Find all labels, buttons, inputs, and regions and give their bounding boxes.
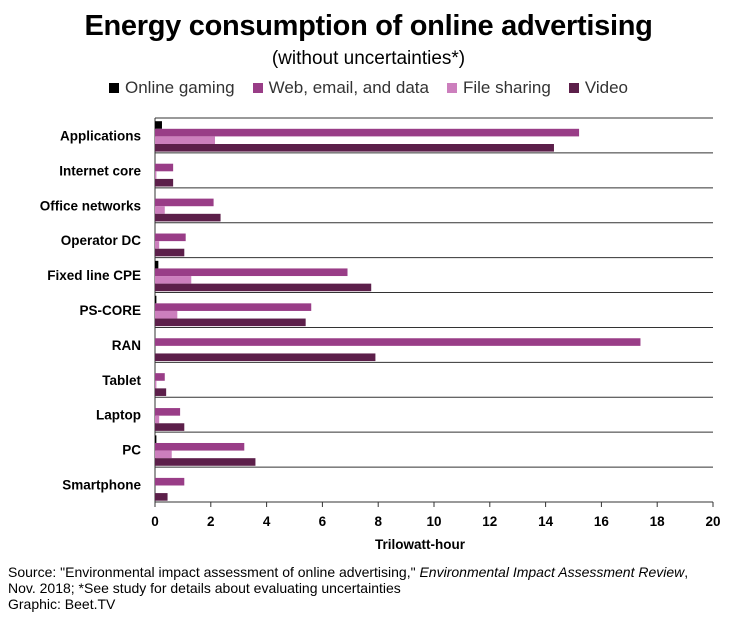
bar-video bbox=[155, 388, 167, 396]
x-tick-label: 16 bbox=[594, 514, 610, 529]
bar-web-email-and-data bbox=[155, 128, 580, 137]
bar-web-email-and-data bbox=[155, 233, 186, 242]
y-tick-label: Office networks bbox=[40, 198, 141, 213]
chart-subtitle: (without uncertainties*) bbox=[271, 48, 466, 69]
legend-item-online-gaming: Online gaming bbox=[108, 78, 235, 98]
bar-online-gaming bbox=[155, 295, 157, 304]
source-line-1: Source: "Environmental impact assessment… bbox=[8, 564, 733, 580]
y-tick-label: Internet core bbox=[59, 163, 141, 178]
bar-file-sharing bbox=[155, 380, 157, 389]
bar-web-email-and-data bbox=[155, 408, 181, 416]
bar-video bbox=[155, 423, 185, 431]
bar-video bbox=[155, 493, 168, 501]
y-tick-label: RAN bbox=[112, 338, 141, 353]
x-tick-label: 20 bbox=[705, 514, 720, 529]
bar-file-sharing bbox=[155, 415, 160, 424]
bar-web-email-and-data bbox=[155, 303, 312, 311]
legend-item-video: Video bbox=[568, 78, 629, 98]
bar-file-sharing bbox=[155, 276, 192, 284]
bar-video bbox=[155, 318, 306, 327]
bar-web-email-and-data bbox=[155, 442, 245, 451]
x-tick-label: 10 bbox=[426, 514, 441, 529]
legend-item-file-sharing: File sharing bbox=[446, 78, 551, 98]
legend-item-web-email-data: Web, email, and data bbox=[252, 78, 429, 98]
y-tick-label: Tablet bbox=[102, 373, 141, 388]
y-tick-label: Laptop bbox=[96, 408, 141, 423]
bar-web-email-and-data bbox=[155, 268, 348, 277]
legend-label-video: Video bbox=[584, 78, 629, 97]
bar-web-email-and-data bbox=[155, 373, 165, 381]
legend-label-web-email-data: Web, email, and data bbox=[268, 78, 429, 97]
x-tick-label: 4 bbox=[263, 514, 271, 529]
bar-video bbox=[155, 213, 221, 222]
bar-video bbox=[155, 248, 185, 257]
x-tick-label: 8 bbox=[374, 514, 382, 529]
bar-video bbox=[155, 458, 256, 466]
x-tick-label: 6 bbox=[319, 514, 327, 529]
bar-file-sharing bbox=[155, 206, 165, 214]
x-tick-label: 0 bbox=[151, 514, 159, 529]
bar-web-email-and-data bbox=[155, 477, 185, 486]
bar-file-sharing bbox=[155, 310, 178, 319]
y-tick-label: PC bbox=[122, 443, 141, 458]
bar-online-gaming bbox=[155, 121, 162, 129]
bar-web-email-and-data bbox=[155, 163, 174, 172]
y-tick-label: Applications bbox=[60, 128, 141, 143]
source-journal: Environmental Impact Assessment Review bbox=[419, 564, 685, 580]
legend-swatch-video bbox=[568, 83, 579, 93]
bar-online-gaming bbox=[155, 260, 159, 269]
bar-file-sharing bbox=[155, 450, 172, 459]
source-prefix: Source: "Environmental impact assessment… bbox=[8, 564, 420, 580]
source-line-2: Nov. 2018; *See study for details about … bbox=[8, 580, 401, 596]
x-tick-label: 2 bbox=[207, 514, 215, 529]
bar-video bbox=[155, 353, 376, 362]
bar-chart: Applications Internet core Office networks… bbox=[40, 117, 721, 552]
bar-video bbox=[155, 178, 174, 187]
bar-web-email-and-data bbox=[155, 198, 214, 207]
legend-swatch-web-email-data bbox=[252, 83, 263, 93]
source-line-3: Graphic: Beet.TV bbox=[8, 596, 116, 612]
legend-swatch-online-gaming bbox=[108, 83, 119, 93]
bar-video bbox=[155, 283, 372, 292]
bar-file-sharing bbox=[155, 241, 160, 249]
bar-file-sharing bbox=[155, 136, 215, 144]
y-tick-label: Smartphone bbox=[62, 478, 141, 493]
x-tick-label: 14 bbox=[538, 514, 554, 529]
x-axis-label: Trilowatt-hour bbox=[375, 537, 466, 552]
y-tick-label: Operator DC bbox=[61, 233, 142, 248]
legend-swatch-file-sharing bbox=[446, 83, 457, 93]
legend-label-online-gaming: Online gaming bbox=[124, 78, 235, 97]
x-tick-label: 12 bbox=[482, 514, 497, 529]
bar-file-sharing bbox=[155, 171, 157, 179]
chart-title: Energy consumption of online advertising bbox=[84, 10, 653, 42]
bar-online-gaming bbox=[155, 435, 157, 443]
legend-label-file-sharing: File sharing bbox=[462, 78, 551, 97]
bar-web-email-and-data bbox=[155, 338, 641, 346]
source-suffix: , bbox=[684, 564, 689, 580]
legend: Online gaming Web, email, and data File … bbox=[0, 78, 737, 98]
x-tick-label: 18 bbox=[650, 514, 666, 529]
bar-video bbox=[155, 144, 554, 152]
source-note: Source: "Environmental impact assessment… bbox=[8, 564, 733, 612]
y-tick-label: PS-CORE bbox=[79, 303, 141, 318]
y-tick-label: Fixed line CPE bbox=[47, 268, 141, 283]
